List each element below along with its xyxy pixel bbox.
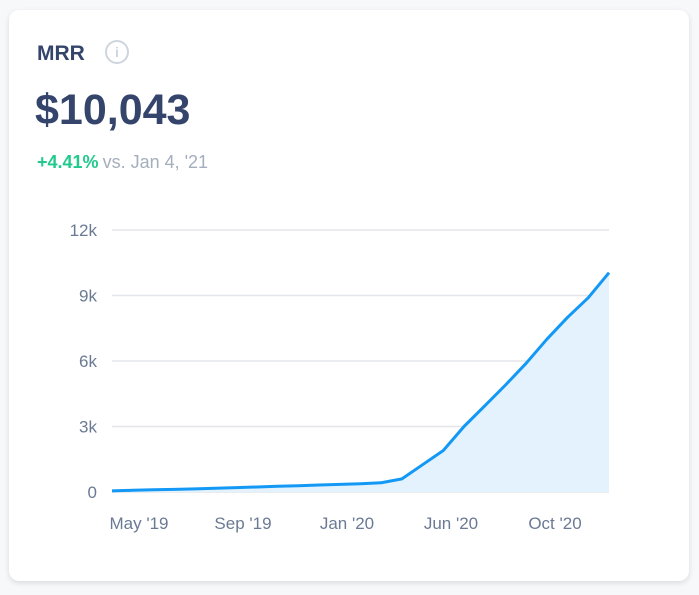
area-fill — [112, 272, 609, 492]
x-tick-label: Oct '20 — [528, 514, 581, 533]
x-tick-label: Sep '19 — [214, 514, 271, 533]
x-tick-label: Jan '20 — [320, 514, 374, 533]
card-title: MRR — [37, 42, 85, 65]
y-tick-label: 9k — [79, 287, 97, 306]
comparison-label: vs. Jan 4, '21 — [102, 152, 209, 172]
x-tick-label: Jun '20 — [424, 514, 478, 533]
y-tick-label: 0 — [88, 483, 97, 502]
change-percent: +4.41% — [37, 152, 99, 172]
y-tick-label: 3k — [79, 418, 97, 437]
y-tick-label: 6k — [79, 352, 97, 371]
x-tick-label: May '19 — [110, 514, 169, 533]
series-line — [111, 271, 611, 493]
mrr-value: $10,043 — [35, 86, 191, 134]
y-tick-label: 12k — [70, 221, 98, 240]
info-circle-icon[interactable]: i — [105, 40, 129, 64]
change-summary: +4.41% vs. Jan 4, '21 — [37, 152, 208, 173]
